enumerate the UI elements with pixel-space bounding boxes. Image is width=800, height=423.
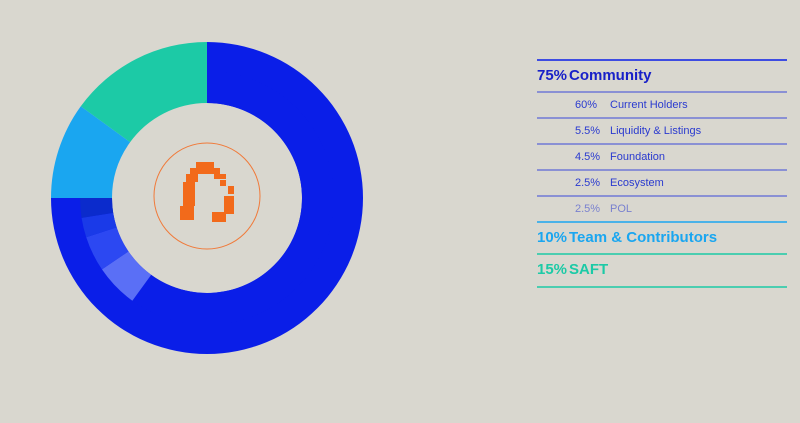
breakdown-slice xyxy=(132,71,335,325)
legend-sub-label: Current Holders xyxy=(610,99,688,111)
donut-slice xyxy=(80,42,207,143)
legend-label: SAFT xyxy=(569,261,608,278)
breakdown-slice xyxy=(86,227,129,270)
breakdown-slice xyxy=(81,212,117,238)
legend-value: 15% xyxy=(537,261,567,278)
logo xyxy=(153,142,261,250)
legend-sub-value: 5.5% xyxy=(575,125,600,137)
legend-sub-label: Foundation xyxy=(610,151,665,163)
legend-sub-value: 2.5% xyxy=(575,177,600,189)
legend-label: Team & Contributors xyxy=(569,229,717,246)
donut-slice xyxy=(51,106,131,198)
legend-sub-value: 4.5% xyxy=(575,151,600,163)
breakdown-slice xyxy=(80,198,114,218)
legend-sub-label: Ecosystem xyxy=(610,177,664,189)
legend-value: 10% xyxy=(537,229,567,246)
legend-sub-label: POL xyxy=(610,203,632,215)
legend-sub-label: Liquidity & Listings xyxy=(610,125,702,137)
legend-sub-value: 60% xyxy=(575,99,597,111)
legend-sub-value: 2.5% xyxy=(575,203,600,215)
legend-value: 75% xyxy=(537,67,567,84)
breakdown-slice xyxy=(101,251,152,301)
legend-label: Community xyxy=(569,67,652,84)
